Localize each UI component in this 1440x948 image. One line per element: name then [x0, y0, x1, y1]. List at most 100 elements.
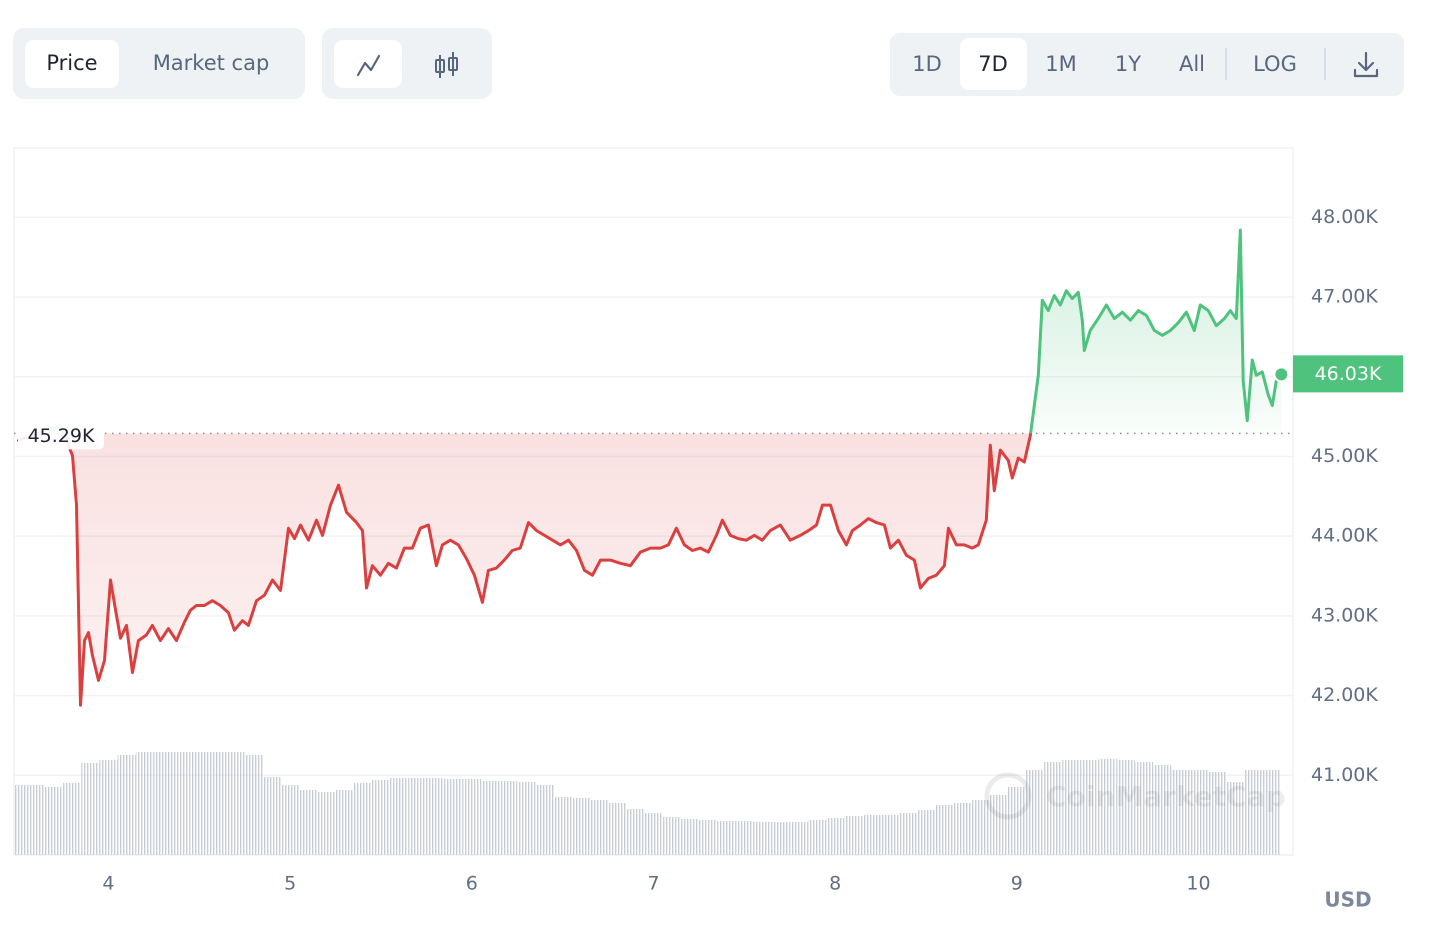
x-tick-label: 8	[829, 873, 841, 895]
volume-bar	[63, 783, 82, 855]
metric-button[interactable]: Price	[46, 51, 97, 75]
candle-icon[interactable]	[435, 52, 458, 78]
volume-bar	[535, 785, 554, 855]
range-button[interactable]: 7D	[978, 52, 1008, 76]
y-tick-label: 44.00K	[1311, 525, 1378, 547]
volume-bar	[244, 755, 263, 855]
volume-bar	[1116, 760, 1135, 855]
volume-bar	[1153, 765, 1172, 855]
volume-bar	[753, 822, 772, 855]
volume-bar	[589, 800, 609, 855]
volume-bar	[935, 805, 954, 855]
volume-bar	[353, 783, 372, 855]
x-tick-label: 10	[1186, 873, 1210, 895]
x-tick-label: 4	[102, 873, 114, 895]
volume-bar	[735, 821, 754, 855]
volume-bar	[117, 755, 136, 855]
volume-bar	[99, 760, 118, 855]
x-tick-label: 6	[466, 873, 478, 895]
price-line-below	[17, 433, 1033, 707]
volume-bar	[953, 803, 972, 855]
watermark-group: CoinMarketCap	[984, 772, 1286, 820]
volume-bar	[190, 752, 209, 855]
volume-bar	[281, 785, 300, 855]
range-button[interactable]: All	[1179, 52, 1205, 76]
range-button[interactable]: 1Y	[1115, 52, 1141, 76]
volume-bar	[335, 790, 354, 855]
line-style-button[interactable]	[334, 40, 402, 88]
volume-bar	[444, 779, 463, 855]
volume-bar	[172, 752, 191, 855]
last-price-tag	[1293, 355, 1403, 393]
volume-bar	[1134, 762, 1154, 855]
volume-bar	[826, 818, 845, 855]
volume-bar	[1044, 762, 1063, 855]
volume-bar	[971, 800, 990, 855]
volume-bar	[390, 778, 409, 855]
watermark: CoinMarketCap	[1046, 780, 1286, 813]
volume-bar	[916, 810, 936, 855]
volume-bar	[81, 763, 100, 855]
volume-bar	[317, 792, 336, 855]
volume-bar	[662, 817, 681, 855]
volume	[14, 752, 1281, 855]
scale-button[interactable]: LOG	[1253, 52, 1297, 76]
volume-bar	[1262, 770, 1281, 855]
volume-bar	[299, 790, 318, 855]
volume-bar	[680, 819, 699, 855]
volume-bar	[1062, 760, 1081, 855]
volume-bar	[14, 785, 27, 855]
volume-bar	[880, 815, 899, 855]
watermark-logo	[984, 772, 1032, 820]
x-tick-label: 9	[1011, 873, 1023, 895]
area-below	[18, 433, 1282, 706]
metric-button[interactable]: Market cap	[153, 51, 270, 75]
volume-bar	[789, 822, 808, 855]
volume-bar	[807, 820, 827, 855]
volume-bar	[1243, 770, 1263, 855]
x-tick-label: 5	[284, 873, 296, 895]
y-tick-label: 48.00K	[1311, 206, 1378, 228]
volume-bar	[1025, 770, 1045, 855]
price-line-above	[33, 228, 1283, 434]
range-button[interactable]: 1D	[912, 52, 942, 76]
volume-bar	[1207, 772, 1226, 855]
x-tick-label: 7	[647, 873, 659, 895]
volume-bar	[1171, 770, 1190, 855]
y-tick-label: 42.00K	[1311, 684, 1378, 706]
volume-bar	[571, 798, 590, 855]
volume-bar	[480, 781, 500, 855]
volume-bar	[862, 815, 881, 855]
last-point	[1273, 366, 1290, 383]
labels: 45.29K 46.03K	[18, 355, 1403, 450]
volume-bar	[698, 820, 718, 855]
y-tick-label: 41.00K	[1311, 764, 1378, 786]
volume-bar	[844, 816, 863, 855]
volume-bar	[371, 780, 391, 855]
volume-bar	[1007, 787, 1026, 855]
y-tick-label: 43.00K	[1311, 604, 1378, 626]
y-unit: USD	[1324, 888, 1371, 912]
metric-active-bg	[25, 40, 119, 88]
volume-bar	[517, 782, 536, 855]
reference-label: 45.29K	[28, 425, 95, 447]
areas	[18, 230, 1282, 706]
volume-bar	[1098, 759, 1117, 855]
volume-bar	[135, 752, 154, 855]
volume-bar	[553, 797, 572, 855]
range-button[interactable]: 1M	[1045, 52, 1076, 76]
volume-bar	[262, 777, 282, 855]
area-above	[38, 230, 1282, 434]
volume-bar	[898, 813, 917, 855]
download-button[interactable]	[1353, 51, 1379, 78]
volume-bar	[462, 779, 481, 855]
volume-bar	[408, 778, 427, 855]
last-price-label: 46.03K	[1315, 363, 1382, 385]
y-tick-label: 45.00K	[1311, 445, 1378, 467]
volume-bar	[1225, 782, 1244, 855]
volume-bar	[608, 803, 627, 855]
volume-bar	[26, 785, 45, 855]
volume-bar	[989, 795, 1008, 855]
volume-bar	[644, 813, 663, 855]
